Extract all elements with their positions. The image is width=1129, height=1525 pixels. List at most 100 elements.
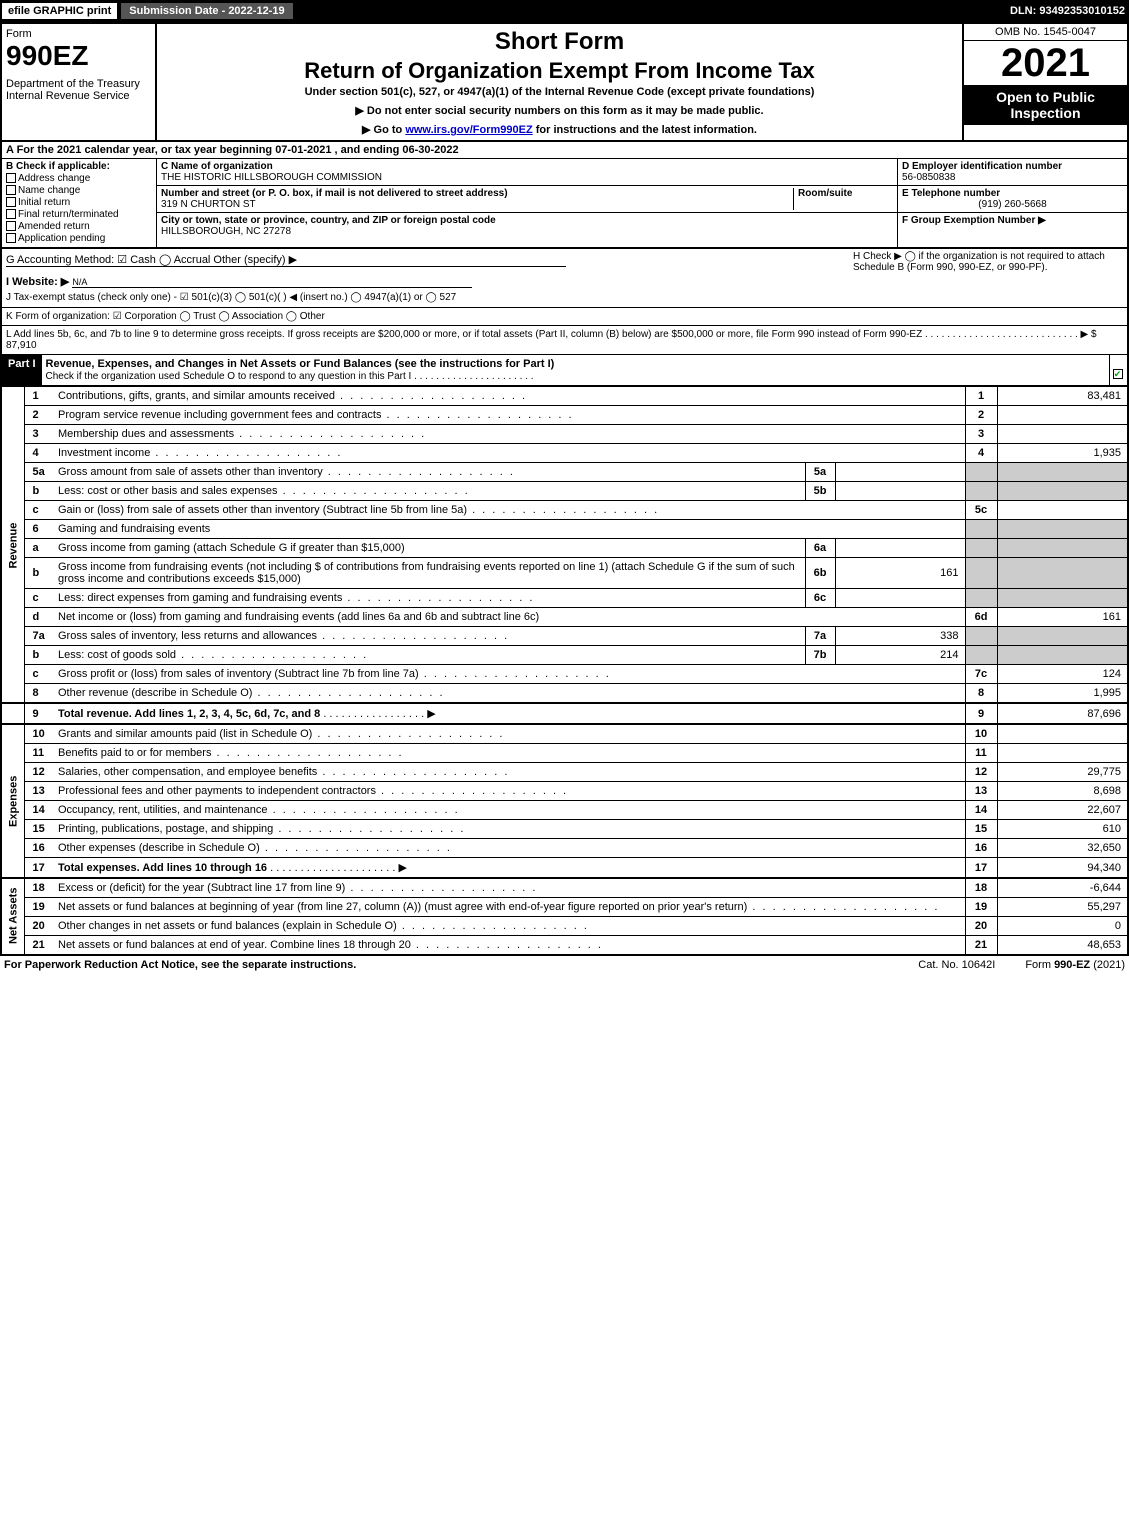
phone-label: E Telephone number (902, 188, 1123, 199)
line-21: 21Net assets or fund balances at end of … (2, 936, 1127, 955)
accounting-method: G Accounting Method: ☑ Cash ◯ Accrual Ot… (6, 253, 566, 267)
group-exemption-block: F Group Exemption Number ▶ (898, 213, 1127, 228)
org-name-block: C Name of organization THE HISTORIC HILL… (157, 159, 897, 186)
street-label: Number and street (or P. O. box, if mail… (161, 188, 793, 199)
header-left: Form 990EZ Department of the Treasury In… (2, 24, 157, 140)
line-6b: bGross income from fundraising events (n… (2, 558, 1127, 589)
top-bar: efile GRAPHIC print Submission Date - 20… (0, 0, 1129, 22)
line-3: 3Membership dues and assessments3 (2, 425, 1127, 444)
chk-final-return[interactable]: Final return/terminated (6, 209, 152, 220)
website-label: I Website: ▶ (6, 276, 69, 288)
lines-table: Revenue 1Contributions, gifts, grants, a… (2, 386, 1127, 954)
goto-post: for instructions and the latest informat… (533, 124, 757, 136)
tax-exempt-status: J Tax-exempt status (check only one) - ☑… (6, 292, 1123, 303)
ein-block: D Employer identification number 56-0850… (898, 159, 1127, 186)
column-de: D Employer identification number 56-0850… (897, 159, 1127, 247)
row-g: G Accounting Method: ☑ Cash ◯ Accrual Ot… (2, 249, 1127, 308)
efile-button[interactable]: efile GRAPHIC print (2, 3, 117, 19)
chk-application-pending[interactable]: Application pending (6, 233, 152, 244)
line-6a: aGross income from gaming (attach Schedu… (2, 539, 1127, 558)
line-5b: bLess: cost or other basis and sales exp… (2, 482, 1127, 501)
line-13: 13Professional fees and other payments t… (2, 782, 1127, 801)
header-center: Short Form Return of Organization Exempt… (157, 24, 962, 140)
form-header: Form 990EZ Department of the Treasury In… (2, 24, 1127, 142)
group-exemption-label: F Group Exemption Number ▶ (902, 215, 1046, 226)
line-19: 19Net assets or fund balances at beginni… (2, 898, 1127, 917)
netassets-vert: Net Assets (2, 878, 24, 954)
line-10: Expenses 10Grants and similar amounts pa… (2, 724, 1127, 744)
chk-name-change[interactable]: Name change (6, 185, 152, 196)
chk-initial-return[interactable]: Initial return (6, 197, 152, 208)
submission-date-button[interactable]: Submission Date - 2022-12-19 (121, 3, 292, 19)
part1-label: Part I (2, 355, 42, 385)
line-12: 12Salaries, other compensation, and empl… (2, 763, 1127, 782)
line-4: 4Investment income41,935 (2, 444, 1127, 463)
return-title: Return of Organization Exempt From Incom… (165, 58, 954, 84)
row-l: L Add lines 5b, 6c, and 7b to line 9 to … (2, 326, 1127, 355)
chk-amended-return[interactable]: Amended return (6, 221, 152, 232)
under-section: Under section 501(c), 527, or 4947(a)(1)… (165, 86, 954, 98)
org-name-label: C Name of organization (161, 161, 893, 172)
page-footer: For Paperwork Reduction Act Notice, see … (0, 956, 1129, 974)
form-word: Form (6, 28, 151, 40)
col-b-title: B Check if applicable: (6, 161, 152, 172)
line-18: Net Assets 18Excess or (deficit) for the… (2, 878, 1127, 898)
phone-value: (919) 260-5668 (902, 199, 1123, 210)
row-a-tax-year: A For the 2021 calendar year, or tax yea… (2, 142, 1127, 159)
line-20: 20Other changes in net assets or fund ba… (2, 917, 1127, 936)
line-16: 16Other expenses (describe in Schedule O… (2, 839, 1127, 858)
phone-block: E Telephone number (919) 260-5668 (898, 186, 1127, 213)
dln-label: DLN: 93492353010152 (1010, 5, 1129, 17)
line-17: 17Total expenses. Add lines 10 through 1… (2, 858, 1127, 879)
line-6: 6Gaming and fundraising events (2, 520, 1127, 539)
column-b: B Check if applicable: Address change Na… (2, 159, 157, 247)
omb-number: OMB No. 1545-0047 (964, 24, 1127, 41)
street-value: 319 N CHURTON ST (161, 199, 793, 210)
row-k: K Form of organization: ☑ Corporation ◯ … (2, 308, 1127, 326)
tax-year: 2021 (964, 41, 1127, 85)
footer-left: For Paperwork Reduction Act Notice, see … (4, 959, 888, 971)
header-right: OMB No. 1545-0047 2021 Open to Public In… (962, 24, 1127, 140)
line-5a: 5aGross amount from sale of assets other… (2, 463, 1127, 482)
line-8: 8Other revenue (describe in Schedule O)8… (2, 684, 1127, 704)
part1-title: Revenue, Expenses, and Changes in Net As… (42, 355, 1109, 385)
line-7c: cGross profit or (loss) from sales of in… (2, 665, 1127, 684)
ein-value: 56-0850838 (902, 172, 1123, 183)
website-row: I Website: ▶ N/A (6, 275, 1123, 288)
website-value: N/A (72, 277, 472, 288)
h-schedule-b: H Check ▶ ◯ if the organization is not r… (853, 251, 1123, 273)
irs-link[interactable]: www.irs.gov/Form990EZ (405, 124, 532, 136)
city-block: City or town, state or province, country… (157, 213, 897, 239)
form-container: Form 990EZ Department of the Treasury In… (0, 22, 1129, 956)
org-name: THE HISTORIC HILLSBOROUGH COMMISSION (161, 172, 893, 183)
chk-address-change[interactable]: Address change (6, 173, 152, 184)
line-6d: dNet income or (loss) from gaming and fu… (2, 608, 1127, 627)
line-7b: bLess: cost of goods sold7b214 (2, 646, 1127, 665)
part1-sub: Check if the organization used Schedule … (46, 371, 534, 382)
expenses-vert: Expenses (2, 724, 24, 878)
line-1: Revenue 1Contributions, gifts, grants, a… (2, 387, 1127, 406)
line-14: 14Occupancy, rent, utilities, and mainte… (2, 801, 1127, 820)
part1-checkbox[interactable] (1109, 355, 1127, 385)
ein-label: D Employer identification number (902, 161, 1123, 172)
line-5c: cGain or (loss) from sale of assets othe… (2, 501, 1127, 520)
section-bcde: B Check if applicable: Address change Na… (2, 159, 1127, 249)
department-label: Department of the Treasury Internal Reve… (6, 78, 151, 102)
line-2: 2Program service revenue including gover… (2, 406, 1127, 425)
form-number: 990EZ (6, 40, 151, 72)
part1-header-row: Part I Revenue, Expenses, and Changes in… (2, 355, 1127, 386)
column-c: C Name of organization THE HISTORIC HILL… (157, 159, 897, 247)
city-value: HILLSBOROUGH, NC 27278 (161, 226, 893, 237)
footer-center: Cat. No. 10642I (918, 959, 995, 971)
line-7a: 7aGross sales of inventory, less returns… (2, 627, 1127, 646)
revenue-vert: Revenue (2, 387, 24, 704)
goto-pre: ▶ Go to (362, 124, 405, 136)
ssn-note: ▶ Do not enter social security numbers o… (165, 104, 954, 117)
open-inspection: Open to Public Inspection (964, 85, 1127, 125)
goto-note: ▶ Go to www.irs.gov/Form990EZ for instru… (165, 123, 954, 136)
short-form-title: Short Form (165, 28, 954, 56)
line-15: 15Printing, publications, postage, and s… (2, 820, 1127, 839)
room-label: Room/suite (793, 188, 893, 210)
line-9: 9Total revenue. Add lines 1, 2, 3, 4, 5c… (2, 703, 1127, 724)
street-block: Number and street (or P. O. box, if mail… (157, 186, 897, 213)
